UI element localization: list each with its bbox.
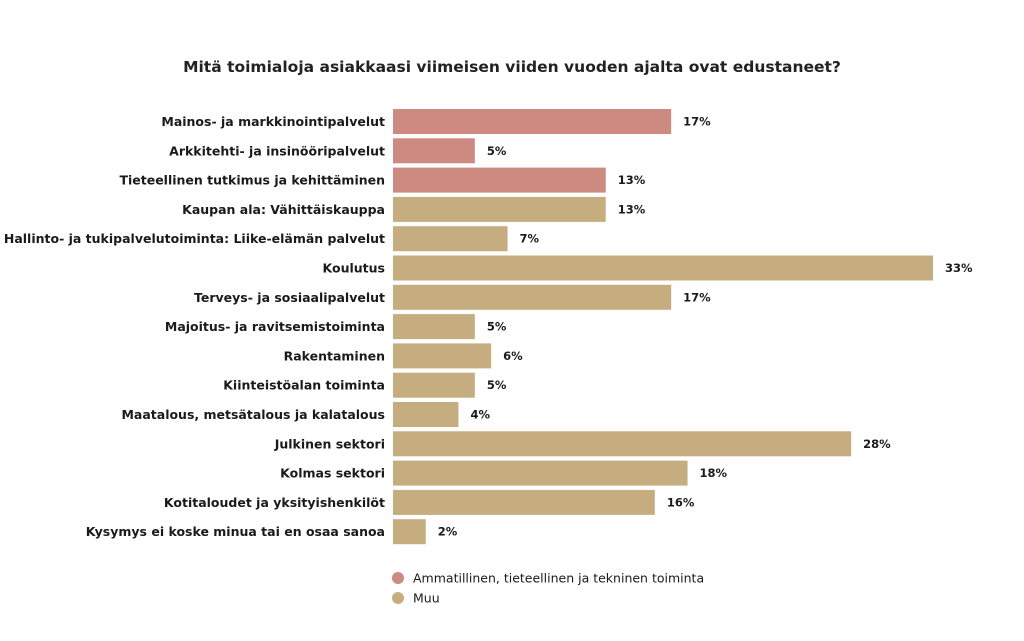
value-label: 33% xyxy=(945,261,973,275)
value-label: 16% xyxy=(667,495,695,509)
category-label: Rakentaminen xyxy=(284,348,385,363)
category-label: Arkkitehti- ja insinööripalvelut xyxy=(169,143,385,158)
bar xyxy=(393,402,459,427)
legend-swatch xyxy=(392,572,404,584)
value-label: 2% xyxy=(438,525,458,539)
category-label: Hallinto- ja tukipalvelutoiminta: Liike-… xyxy=(4,231,385,246)
bar xyxy=(393,314,475,340)
category-label: Koulutus xyxy=(323,261,385,276)
value-label: 18% xyxy=(700,466,728,480)
category-label: Kysymys ei koske minua tai en osaa sanoa xyxy=(86,524,385,539)
legend-label: Ammatillinen, tieteellinen ja tekninen t… xyxy=(413,571,704,586)
bar xyxy=(393,226,508,252)
category-label: Majoitus- ja ravitsemistoiminta xyxy=(165,319,385,334)
bar xyxy=(393,255,933,281)
legend-label: Muu xyxy=(413,591,440,606)
value-label: 5% xyxy=(487,378,507,392)
legend-swatch xyxy=(392,592,404,604)
bar xyxy=(393,109,672,134)
value-label: 6% xyxy=(503,349,523,363)
bar xyxy=(393,343,492,369)
bar xyxy=(393,460,688,486)
category-label: Kotitaloudet ja yksityishenkilöt xyxy=(164,495,385,510)
category-label: Mainos- ja markkinointipalvelut xyxy=(161,114,385,129)
value-label: 13% xyxy=(618,202,646,216)
bar xyxy=(393,372,475,398)
category-label: Tieteellinen tutkimus ja kehittäminen xyxy=(119,173,385,188)
category-label: Maatalous, metsätalous ja kalatalous xyxy=(121,407,385,422)
category-label: Kaupan ala: Vähittäiskauppa xyxy=(182,202,385,217)
category-label: Kolmas sektori xyxy=(280,466,385,481)
value-label: 4% xyxy=(470,408,490,422)
bar xyxy=(393,519,426,545)
value-label: 17% xyxy=(683,290,711,304)
bar xyxy=(393,138,475,164)
bar xyxy=(393,167,606,193)
category-label: Terveys- ja sosiaalipalvelut xyxy=(194,290,385,305)
bar xyxy=(393,431,852,457)
value-label: 5% xyxy=(487,144,507,158)
value-label: 17% xyxy=(683,115,711,129)
value-label: 13% xyxy=(618,173,646,187)
value-label: 7% xyxy=(520,232,540,246)
bar xyxy=(393,284,672,310)
category-label: Julkinen sektori xyxy=(274,436,385,451)
bar xyxy=(393,196,606,222)
value-label: 28% xyxy=(863,437,891,451)
category-label: Kiinteistöalan toiminta xyxy=(223,378,385,393)
bar xyxy=(393,489,655,515)
chart-title: Mitä toimialoja asiakkaasi viimeisen vii… xyxy=(183,58,841,76)
value-label: 5% xyxy=(487,320,507,334)
